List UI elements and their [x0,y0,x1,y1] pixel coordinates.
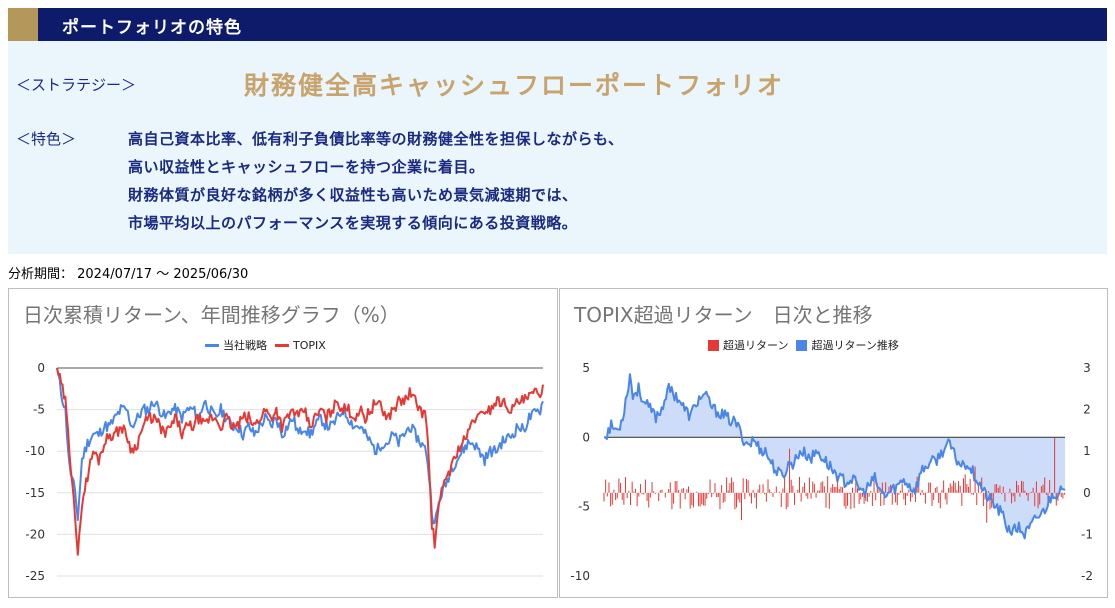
y-right-tick-label: 2 [1083,403,1091,417]
y-right-tick-label: -2 [1081,569,1093,583]
y-tick-label: -5 [33,403,45,417]
feature-description: 高自己資本比率、低有利子負債比率等の財務健全性を担保しながらも、 高い収益性とキ… [128,125,624,237]
series-line-topix [56,367,544,556]
trend-line [603,373,1066,540]
excess-return-chart: TOPIX超過リターン 日次と推移 超過リターン 超過リターン推移 5 0 -5 -1… [559,288,1108,598]
cumulative-return-chart: 日次累積リターン、年間推移グラフ（%） 当社戦略 TOPIX 0 -5 -10 -15… [8,288,558,598]
y-left-tick-label: 0 [582,430,590,444]
trend-area [604,374,1065,539]
chart-legend: 超過リターン 超過リターン推移 [708,337,899,353]
legend-label: TOPIX [293,338,326,352]
y-tick-label: -10 [25,444,45,458]
legend-label: 超過リターン推移 [811,339,899,352]
legend-swatch [708,339,719,351]
y-tick-label: -15 [25,486,45,500]
legend-label: 当社戦略 [223,339,267,352]
y-right-tick-label: -1 [1081,527,1093,541]
legend-label: 超過リターン [723,339,789,352]
header-title: ポートフォリオの特色 [62,18,242,38]
analysis-period: 分析期間： 2024/07/17 ～ 2025/06/30 [8,267,249,282]
feature-line: 財務体質が良好な銘柄が多く収益性も高いため景気減速期では、 [128,186,578,204]
chart-title: TOPIX超過リターン 日次と推移 [574,303,873,327]
excess-return-plot: 5 0 -5 -10 3 2 1 0 -1 -2 [570,361,1093,583]
strategy-name: 財務健全高キャッシュフローポートフォリオ [244,71,785,100]
feature-line: 高自己資本比率、低有利子負債比率等の財務健全性を担保しながらも、 [128,130,624,148]
strategy-label: ＜ストラテジー＞ [16,76,137,94]
header-accent [8,8,38,41]
legend-item-topix: TOPIX [275,339,326,352]
legend-item-daily: 超過リターン [708,337,788,353]
legend-item-trend: 超過リターン推移 [796,337,899,353]
header-bar: ポートフォリオの特色 [8,8,1107,41]
feature-label: ＜特色＞ [16,130,77,148]
y-tick-label: -20 [25,527,45,541]
cumulative-return-plot: 0 -5 -10 -15 -20 -25 [25,361,544,583]
y-left-tick-label: -10 [570,569,590,583]
y-left-tick-label: 5 [582,361,590,375]
legend-swatch [275,343,289,347]
y-tick-label: -25 [25,569,45,583]
y-right-tick-label: 3 [1083,361,1091,375]
legend-item-strategy: 当社戦略 [205,337,267,353]
y-tick-label: 0 [37,361,45,375]
chart-legend: 当社戦略 TOPIX [205,337,326,353]
feature-line: 市場平均以上のパフォーマンスを実現する傾向にある投資戦略。 [128,214,578,232]
chart-title: 日次累積リターン、年間推移グラフ（%） [23,303,400,327]
y-left-tick-label: -5 [578,500,590,514]
legend-swatch [205,343,219,347]
strategy-header: ポートフォリオの特色 ＜ストラテジー＞ 財務健全高キャッシュフローポートフォリオ… [8,8,1107,254]
legend-swatch [796,339,808,351]
series-line-strategy [56,367,544,525]
y-right-tick-label: 1 [1083,444,1091,458]
y-right-tick-label: 0 [1083,486,1091,500]
feature-line: 高い収益性とキャッシュフローを持つ企業に着目。 [128,158,485,176]
